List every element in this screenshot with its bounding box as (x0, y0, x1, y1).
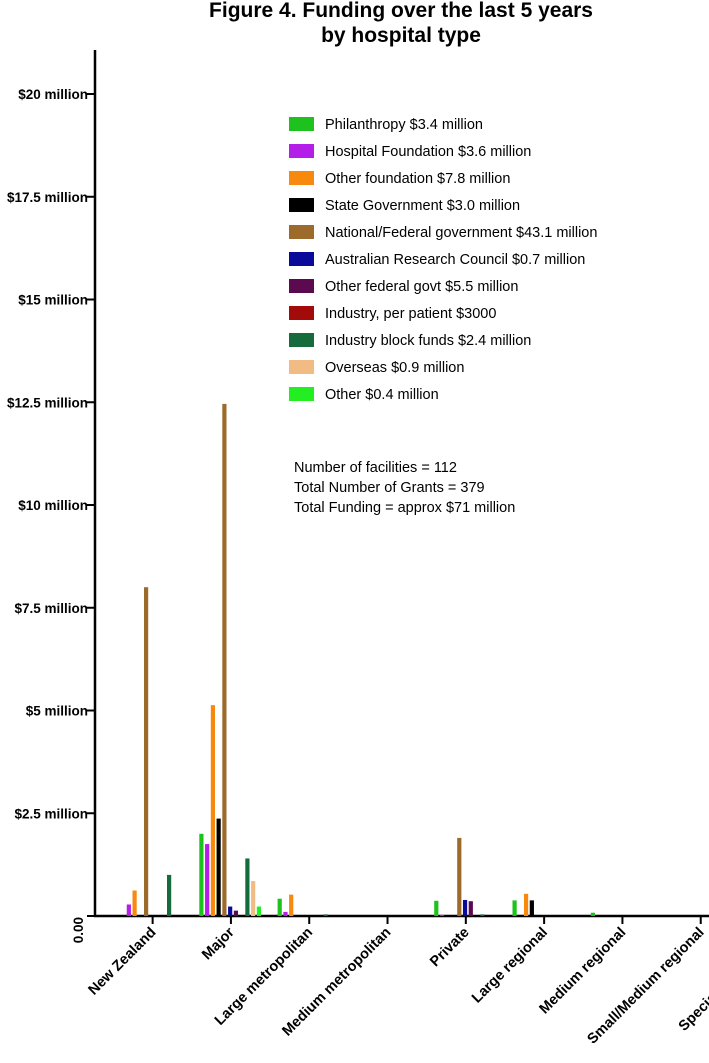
bar (256, 906, 261, 916)
bar (144, 587, 149, 916)
legend-item-label: Australian Research Council $0.7 million (325, 252, 585, 268)
category-label: Major (199, 924, 238, 963)
legend-item-label: Hospital Foundation $3.6 million (325, 144, 531, 160)
category-label: New Zealand (85, 925, 159, 999)
bar (439, 914, 445, 916)
y-tick-label: $17.5 million (7, 190, 88, 205)
legend-swatch (289, 387, 314, 401)
bars-group (126, 403, 595, 916)
y-tick-label: 0.00 (71, 917, 86, 943)
legend-swatch (289, 333, 314, 347)
legend-item-label: Other $0.4 million (325, 387, 439, 403)
legend-item-label: National/Federal government $43.1 millio… (325, 225, 597, 241)
annotation-line: Total Number of Grants = 379 (294, 480, 485, 496)
bar (277, 898, 282, 916)
legend-swatch (289, 117, 314, 131)
legend-swatch (289, 144, 314, 158)
bar (457, 837, 462, 916)
legend-item-label: Industry, per patient $3000 (325, 306, 496, 322)
bar (512, 900, 517, 916)
bar (199, 833, 204, 916)
y-tick-label: $12.5 million (7, 395, 88, 410)
annotation-line: Total Funding = approx $71 million (294, 500, 515, 516)
bar (132, 890, 137, 916)
annotation-line: Number of facilities = 112 (294, 460, 457, 476)
bar (462, 899, 468, 916)
y-axis: 0.00 $2.5 million $5 million $7.5 million $1… (7, 50, 97, 943)
bar (434, 900, 439, 916)
bar (210, 705, 215, 916)
bar (222, 403, 227, 916)
bar (590, 912, 595, 916)
chart-title-line-2: by hospital type (321, 24, 481, 47)
bar (167, 874, 172, 916)
bar (205, 844, 210, 916)
legend-item-label: Industry block funds $2.4 million (325, 333, 531, 349)
legend: Philanthropy $3.4 million Hospital Founda… (289, 117, 597, 403)
legend-swatch (289, 171, 314, 185)
bar (468, 901, 473, 916)
bar (216, 818, 221, 916)
legend-item-label: State Government $3.0 million (325, 198, 520, 214)
legend-swatch (289, 198, 314, 212)
y-tick-label: $20 million (18, 87, 88, 102)
y-tick-label: $10 million (18, 498, 88, 513)
bar (480, 914, 485, 916)
legend-swatch (289, 252, 314, 266)
y-tick-label: $5 million (26, 704, 88, 719)
bar (529, 900, 534, 916)
legend-item-label: Philanthropy $3.4 million (325, 117, 483, 133)
legend-item-label: Overseas $0.9 million (325, 360, 464, 376)
legend-item-label: Other foundation $7.8 million (325, 171, 510, 187)
summary-annotations: Number of facilities = 112 Total Number o… (294, 460, 515, 516)
chart-title-line-1: Figure 4. Funding over the last 5 years (209, 0, 593, 22)
bar (524, 893, 529, 916)
y-tick-label: $15 million (18, 293, 88, 308)
legend-item-label: Other federal govt $5.5 million (325, 279, 518, 295)
category-label: Medium regional (536, 925, 629, 1018)
bar (245, 858, 250, 916)
y-tick-label: $7.5 million (14, 601, 88, 616)
bar (251, 881, 256, 916)
bar (228, 906, 233, 916)
legend-swatch (289, 306, 314, 320)
bar (289, 894, 294, 916)
y-tick-label: $2.5 million (14, 806, 88, 821)
bar (283, 911, 288, 916)
bar (126, 904, 131, 916)
legend-swatch (289, 279, 314, 293)
bar (233, 910, 238, 916)
bar (323, 914, 328, 916)
legend-swatch (289, 225, 314, 239)
category-label: Private (427, 925, 473, 971)
legend-swatch (289, 360, 314, 374)
category-label: Large regional (469, 925, 551, 1007)
